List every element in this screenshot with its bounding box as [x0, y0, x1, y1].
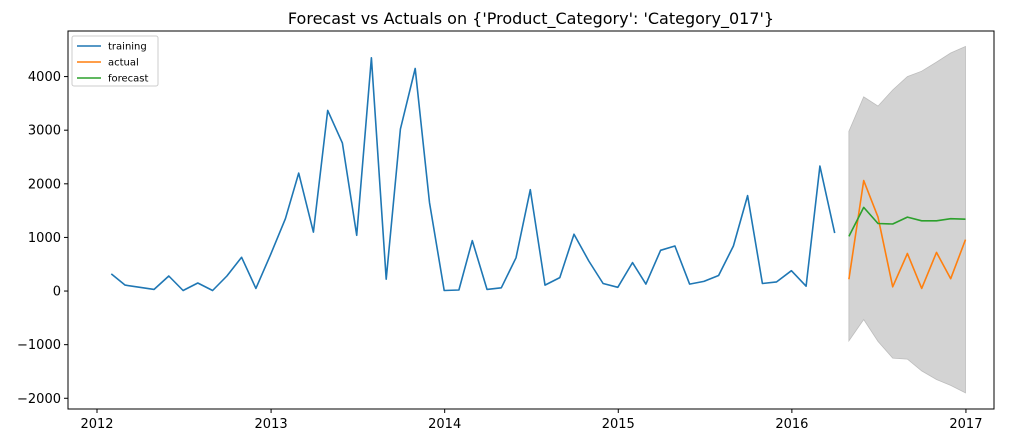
y-tick-label: 2000 [28, 177, 61, 192]
x-tick-label: 2015 [602, 417, 635, 432]
y-tick-label: −1000 [17, 338, 61, 353]
x-tick-label: 2012 [80, 417, 113, 432]
legend: training actual forecast [71, 35, 159, 87]
legend-label-forecast: forecast [108, 74, 149, 85]
x-tick-label: 2014 [428, 417, 461, 432]
series-line-training [110, 56, 836, 292]
y-tick-label: 4000 [28, 70, 61, 85]
axes-frame [67, 30, 995, 410]
legend-box [71, 35, 159, 87]
y-tick-label: 1000 [28, 231, 61, 246]
series-line-forecast [848, 206, 966, 237]
y-tick-label: 3000 [28, 124, 61, 139]
y-tick-label: −2000 [17, 392, 61, 407]
chart-title: Forecast vs Actuals on {'Product_Categor… [288, 9, 774, 29]
x-tick-label: 2016 [775, 417, 808, 432]
plot-area [110, 45, 967, 394]
legend-label-training: training [108, 42, 147, 53]
y-axis: 4000 3000 2000 1000 0 −1000 −2000 [17, 70, 68, 407]
y-tick-label: 0 [53, 285, 61, 300]
x-axis: 2012 2013 2014 2015 2016 2017 [80, 409, 982, 432]
x-tick-label: 2017 [949, 417, 982, 432]
confidence-band [848, 45, 966, 394]
legend-label-actual: actual [108, 58, 139, 69]
x-tick-label: 2013 [255, 417, 288, 432]
series-line-actual [848, 179, 967, 290]
